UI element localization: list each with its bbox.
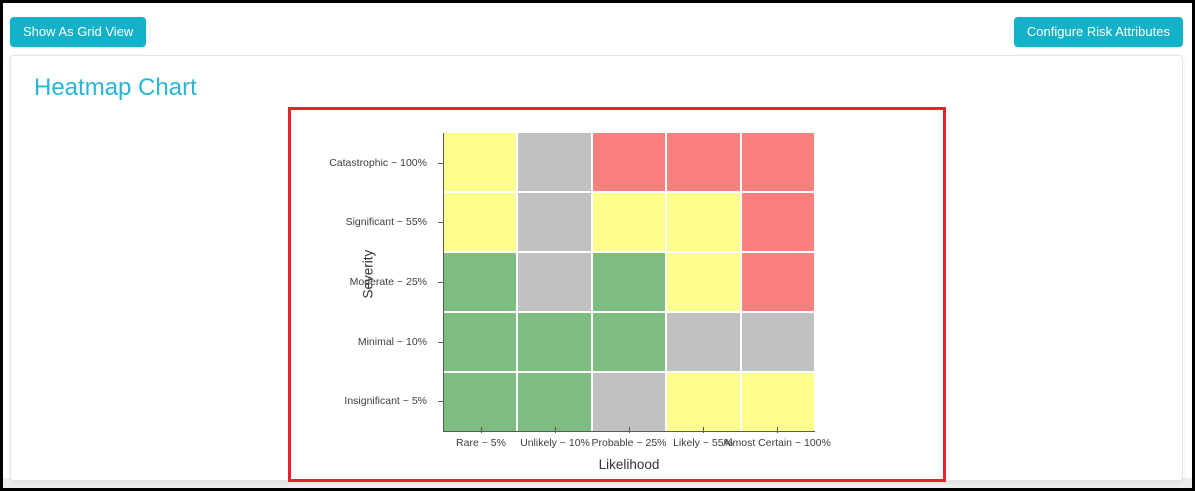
y-axis-tick-label: Minimal ~ 10%: [357, 335, 427, 348]
heatmap-card: Heatmap Chart Severity Likelihood Catast…: [10, 55, 1183, 482]
heatmap-cell[interactable]: [518, 193, 591, 251]
heatmap-cell[interactable]: [592, 253, 666, 311]
heatmap-cell[interactable]: [444, 313, 517, 371]
heatmap-cell[interactable]: [592, 193, 666, 251]
heatmap-cell[interactable]: [592, 313, 666, 371]
configure-risk-attributes-button[interactable]: Configure Risk Attributes: [1013, 17, 1183, 47]
heatmap-cell[interactable]: [667, 373, 740, 431]
page-background-strip: [3, 478, 1192, 488]
y-axis-tick: [438, 162, 444, 164]
heatmap-cell[interactable]: [444, 373, 517, 431]
heatmap-cell[interactable]: [444, 253, 517, 311]
x-axis-tick: [629, 427, 630, 433]
heatmap-cell[interactable]: [518, 373, 591, 431]
heatmap-cell[interactable]: [592, 133, 666, 191]
y-axis-tick-label: Insignificant ~ 5%: [344, 395, 427, 408]
heatmap-cell[interactable]: [518, 313, 591, 371]
x-axis-tick: [777, 427, 778, 433]
heatmap-cell[interactable]: [667, 133, 740, 191]
x-axis-tick: [481, 427, 482, 433]
heatmap-cell[interactable]: [667, 313, 740, 371]
x-axis-tick-label: Rare ~ 5%: [456, 437, 506, 449]
heatmap-cell[interactable]: [741, 253, 814, 311]
x-axis-tick-label: Almost Certain ~ 100%: [723, 437, 831, 449]
heatmap-cell[interactable]: [444, 193, 517, 251]
x-axis-tick-label: Unlikely ~ 10%: [520, 437, 590, 449]
y-axis-tick: [438, 282, 444, 283]
x-axis-tick: [703, 427, 704, 433]
heatmap-cell[interactable]: [741, 313, 814, 371]
y-axis-tick: [438, 222, 444, 224]
heatmap-cell[interactable]: [741, 193, 814, 251]
heatmap-cell[interactable]: [592, 373, 666, 431]
heatmap-cell[interactable]: [741, 133, 814, 191]
heatmap-cell[interactable]: [667, 193, 740, 251]
y-axis-tick-label: Catastrophic ~ 100%: [329, 156, 427, 169]
heatmap-chart: Severity Likelihood Catastrophic ~ 100% S…: [288, 107, 946, 482]
y-axis-tick: [438, 401, 444, 403]
heatmap-grid: [444, 133, 814, 431]
heatmap-plot-area: Severity Likelihood Catastrophic ~ 100% S…: [291, 110, 943, 479]
heatmap-cell[interactable]: [741, 373, 814, 431]
x-axis-tick-label: Likely ~ 55%: [673, 437, 733, 449]
heatmap-cell[interactable]: [667, 253, 740, 311]
page-title: Heatmap Chart: [34, 74, 197, 101]
heatmap-cell[interactable]: [444, 133, 517, 191]
y-axis-tick-label: Significant ~ 55%: [345, 216, 427, 229]
x-axis-tick-label: Probable ~ 25%: [591, 437, 667, 449]
x-axis-tick: [555, 427, 556, 433]
y-axis-tick-label: Moderate ~ 25%: [349, 276, 427, 288]
x-axis-title: Likelihood: [598, 457, 660, 472]
y-axis-tick: [438, 341, 444, 343]
heatmap-cell[interactable]: [518, 133, 591, 191]
heatmap-cell[interactable]: [518, 253, 591, 311]
show-as-grid-view-button[interactable]: Show As Grid View: [10, 17, 147, 47]
